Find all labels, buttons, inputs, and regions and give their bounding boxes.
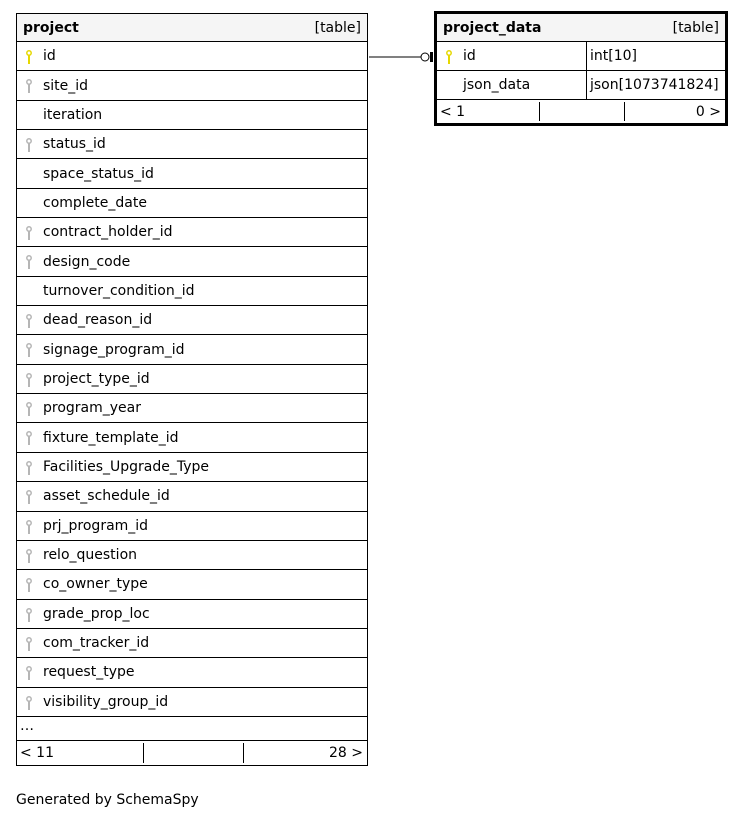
foreign-key-icon <box>26 578 32 593</box>
children-count[interactable]: 28 > <box>329 744 363 761</box>
column-name: relo_question <box>43 547 138 564</box>
column-name: asset_schedule_id <box>43 488 170 505</box>
foreign-key-icon <box>26 79 32 94</box>
column-row[interactable]: program_year <box>17 394 367 424</box>
column-name: design_code <box>43 253 131 270</box>
column-type: json[1073741824] <box>586 71 725 99</box>
children-count[interactable]: 0 > <box>695 103 721 120</box>
column-row[interactable]: Facilities_Upgrade_Type <box>17 453 367 483</box>
column-row[interactable]: iteration <box>17 101 367 131</box>
column-name: json_data <box>463 77 531 93</box>
column-row[interactable]: prj_program_id <box>17 512 367 541</box>
table-footer: < 1 0 > <box>437 100 725 123</box>
column-name: fixture_template_id <box>43 429 179 446</box>
more-columns[interactable]: … <box>17 717 367 741</box>
column-row[interactable]: turnover_condition_id <box>17 277 367 307</box>
foreign-key-icon <box>26 519 32 534</box>
column-row[interactable]: visibility_group_id <box>17 688 367 717</box>
column-name: co_owner_type <box>43 576 148 593</box>
foreign-key-icon <box>26 343 32 358</box>
column-name: com_tracker_id <box>43 635 150 652</box>
column-row[interactable]: signage_program_id <box>17 335 367 365</box>
primary-key-icon <box>446 50 452 64</box>
foreign-key-icon <box>26 431 32 446</box>
column-name: space_status_id <box>43 165 154 182</box>
column-name: project_type_id <box>43 370 150 387</box>
column-name: grade_prop_loc <box>43 605 150 622</box>
column-name: complete_date <box>43 194 147 211</box>
primary-key-icon <box>26 50 32 64</box>
column-name: signage_program_id <box>43 341 185 358</box>
column-row[interactable]: request_type <box>17 658 367 688</box>
generated-by-text: Generated by SchemaSpy <box>16 792 199 808</box>
column-row[interactable]: asset_schedule_id <box>17 482 367 512</box>
column-row[interactable]: com_tracker_id <box>17 629 367 659</box>
column-row[interactable]: status_id <box>17 130 367 160</box>
column-row[interactable]: site_id <box>17 71 367 101</box>
column-row[interactable]: id <box>17 42 367 72</box>
table-project-data[interactable]: project_data [table] id int[10] json_data js… <box>434 11 728 126</box>
foreign-key-icon <box>26 636 32 651</box>
column-row[interactable]: space_status_id <box>17 159 367 189</box>
parents-count[interactable]: < 1 <box>440 103 466 120</box>
column-row[interactable]: dead_reason_id <box>17 306 367 336</box>
column-name: iteration <box>43 106 103 123</box>
column-name: contract_holder_id <box>43 224 173 241</box>
column-name: dead_reason_id <box>43 312 153 329</box>
table-project[interactable]: project [table] id site_id iteration status_… <box>16 13 368 766</box>
column-row[interactable]: id int[10] <box>437 42 725 71</box>
column-name: turnover_condition_id <box>43 282 195 299</box>
column-name: visibility_group_id <box>43 693 169 710</box>
table-header: project [table] <box>17 14 367 42</box>
column-row[interactable]: project_type_id <box>17 365 367 395</box>
column-row[interactable]: grade_prop_loc <box>17 600 367 629</box>
column-row[interactable]: fixture_template_id <box>17 423 367 453</box>
foreign-key-icon <box>26 255 32 270</box>
column-row[interactable]: relo_question <box>17 541 367 571</box>
parents-count[interactable]: < 11 <box>20 744 54 761</box>
column-name: id <box>43 48 56 65</box>
column-name: site_id <box>43 77 89 94</box>
table-header: project_data [table] <box>437 14 725 42</box>
column-row[interactable]: contract_holder_id <box>17 218 367 248</box>
column-type: int[10] <box>586 42 725 70</box>
foreign-key-icon <box>26 372 32 387</box>
column-row[interactable]: complete_date <box>17 189 367 219</box>
column-row[interactable]: design_code <box>17 247 367 277</box>
column-name: Facilities_Upgrade_Type <box>43 458 210 475</box>
table-kind: [table] <box>314 19 361 36</box>
column-name: prj_program_id <box>43 517 149 534</box>
column-row[interactable]: json_data json[1073741824] <box>437 71 725 100</box>
table-kind: [table] <box>672 19 719 36</box>
column-name: program_year <box>43 400 141 417</box>
column-name: status_id <box>43 136 106 153</box>
foreign-key-icon <box>26 314 32 329</box>
column-name: id <box>463 48 476 64</box>
foreign-key-icon <box>26 666 32 681</box>
foreign-key-icon <box>26 226 32 241</box>
foreign-key-icon <box>26 138 32 153</box>
foreign-key-icon <box>26 402 32 417</box>
table-name: project <box>23 19 79 36</box>
foreign-key-icon <box>26 695 32 710</box>
foreign-key-icon <box>26 490 32 505</box>
foreign-key-icon <box>26 607 32 622</box>
table-name: project_data <box>443 19 542 36</box>
table-footer: < 11 28 > <box>17 741 367 765</box>
column-name: request_type <box>43 664 135 681</box>
foreign-key-icon <box>26 548 32 563</box>
foreign-key-icon <box>26 460 32 475</box>
column-row[interactable]: co_owner_type <box>17 570 367 600</box>
